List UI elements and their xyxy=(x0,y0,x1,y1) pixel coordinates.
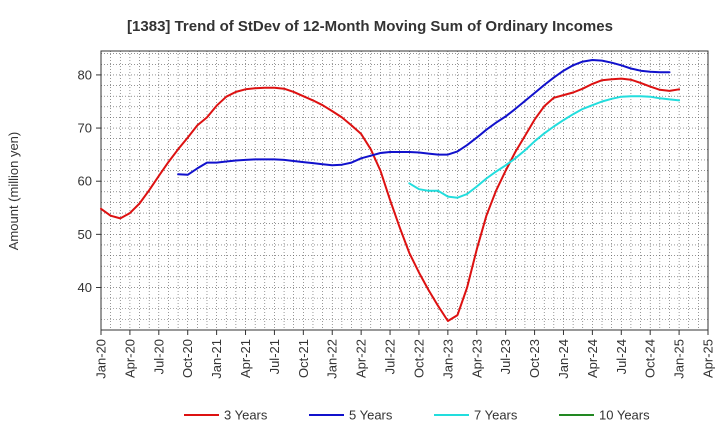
x-tick-label: Jan-20 xyxy=(94,339,109,379)
x-tick-label: Jan-24 xyxy=(556,339,571,379)
y-tick-label: 70 xyxy=(78,121,92,136)
legend-label-10-years: 10 Years xyxy=(599,408,650,423)
plot-border xyxy=(100,50,709,331)
y-tick-label: 80 xyxy=(78,67,92,82)
x-tick-label: Jan-21 xyxy=(209,339,224,379)
chart-title: [1383] Trend of StDev of 12-Month Moving… xyxy=(127,18,613,35)
axes: 40 50 60 70 80 Jan-20 Apr-20 Jul-20 Oct-20 Jan-21… xyxy=(78,50,716,379)
y-tick-label: 60 xyxy=(78,174,92,189)
x-tick-label: Oct-22 xyxy=(411,339,426,378)
legend-label-5-years: 5 Years xyxy=(349,408,393,423)
x-tick-label: Apr-20 xyxy=(122,339,137,378)
legend-label-7-years: 7 Years xyxy=(474,408,518,423)
x-tick-label: Jan-22 xyxy=(325,339,340,379)
plot-area xyxy=(101,51,708,330)
series-line-7-years xyxy=(408,95,681,199)
x-tick-label: Jul-24 xyxy=(614,339,629,374)
x-tick-label: Jul-20 xyxy=(151,339,166,374)
x-tick-label: Oct-23 xyxy=(527,339,542,378)
x-tick-label: Oct-20 xyxy=(180,339,195,378)
y-tick-label: 50 xyxy=(78,227,92,242)
y-axis-label: Amount (million yen) xyxy=(6,132,21,251)
x-tick-label: Jul-23 xyxy=(498,339,513,374)
series-line-5-years xyxy=(177,59,671,176)
x-tick-label: Jul-22 xyxy=(383,339,398,374)
x-tick-label: Apr-25 xyxy=(701,339,716,378)
x-tick-label: Jul-21 xyxy=(267,339,282,374)
grid-lines xyxy=(101,51,708,331)
legend: 3 Years 5 Years 7 Years 10 Years xyxy=(184,408,650,423)
x-tick-label: Apr-24 xyxy=(585,339,600,378)
x-tick-label: Apr-22 xyxy=(354,339,369,378)
x-tick-label: Jan-25 xyxy=(672,339,687,379)
series-line-3-years xyxy=(100,77,681,322)
x-tick-label: Jan-23 xyxy=(440,339,455,379)
x-tick-label: Apr-21 xyxy=(238,339,253,378)
series-lines xyxy=(100,59,681,322)
legend-label-3-years: 3 Years xyxy=(224,408,268,423)
x-tick-label: Apr-23 xyxy=(469,339,484,378)
y-tick-label: 40 xyxy=(78,280,92,295)
x-tick-label: Oct-24 xyxy=(643,339,658,378)
x-tick-label: Oct-21 xyxy=(296,339,311,378)
